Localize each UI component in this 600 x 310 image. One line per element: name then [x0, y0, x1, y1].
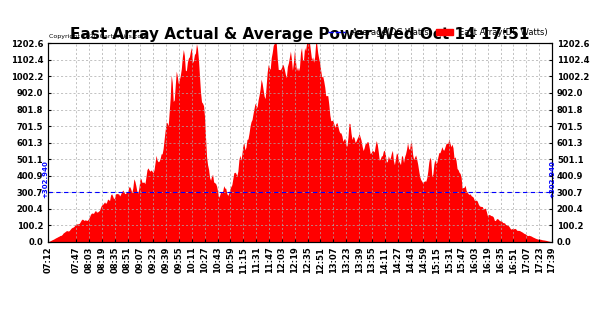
- Title: East Array Actual & Average Power Wed Oct 14 17:51: East Array Actual & Average Power Wed Oc…: [70, 27, 530, 42]
- Text: +302.940: +302.940: [549, 160, 555, 197]
- Text: Copyright 2020 Cartronics.com: Copyright 2020 Cartronics.com: [49, 34, 148, 39]
- Text: +302.940: +302.940: [43, 160, 49, 197]
- Legend: Average(DC Watts), East Array(DC Watts): Average(DC Watts), East Array(DC Watts): [328, 28, 548, 37]
